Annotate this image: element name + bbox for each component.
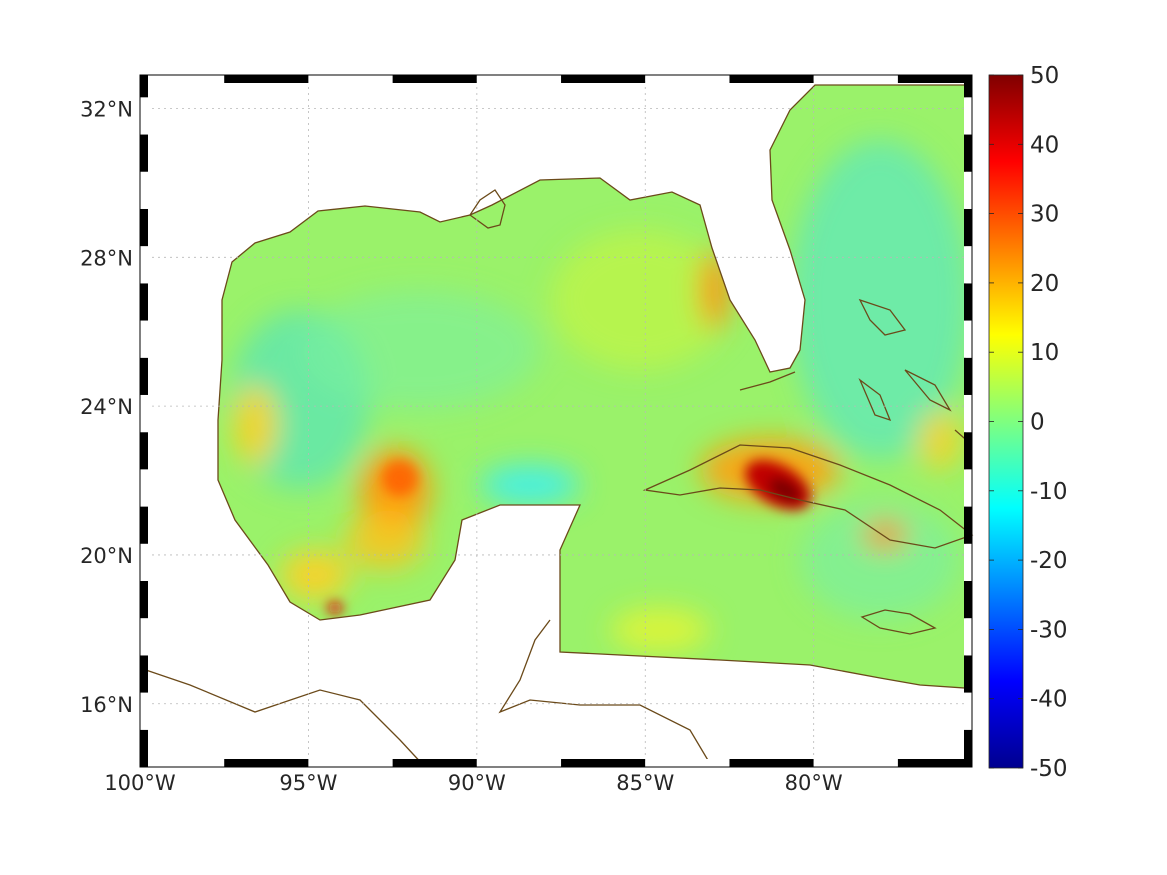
frame-segment-right <box>964 543 972 581</box>
frame-segment-bottom <box>729 759 814 767</box>
lat-tick-label: 16°N <box>80 693 133 717</box>
frame-segment-top <box>224 75 309 83</box>
frame-segment-left <box>140 97 148 135</box>
frame-segment-right <box>964 171 972 209</box>
frame-segment-right <box>964 655 972 693</box>
frame-segment-left <box>140 75 148 98</box>
frame-segment-right <box>964 692 972 730</box>
jamaica-coast <box>860 609 937 635</box>
frame-segment-left <box>140 208 148 247</box>
frame-segment-top <box>897 75 972 83</box>
colorbar-tick-label: -10 <box>1030 479 1068 505</box>
lon-tick-label: 90°W <box>448 771 506 795</box>
frame-outline <box>139 74 973 768</box>
colorbar-tick-label: -30 <box>1030 617 1068 643</box>
colorbar-tick-label: 20 <box>1030 271 1059 297</box>
frame-segment-right <box>964 134 972 172</box>
frame-segment-left <box>140 320 148 358</box>
frame-segment-right <box>964 75 972 98</box>
frame-segment-top <box>392 75 477 83</box>
lon-tick-label: 95°W <box>279 771 337 795</box>
lat-tick-label: 32°N <box>80 97 133 121</box>
bahamas-coast <box>858 298 952 422</box>
frame-segment-right <box>964 246 972 284</box>
frame-segment-left <box>140 394 148 433</box>
frame-segment-right <box>964 580 972 619</box>
frame-segment-bottom <box>476 759 562 767</box>
frame-segment-right <box>964 618 972 656</box>
lat-tick-label: 28°N <box>80 246 133 270</box>
frame-segment-left <box>140 618 148 656</box>
frame-segment-right <box>964 283 972 321</box>
frame-segment-bottom <box>813 759 898 767</box>
lon-tick-label: 100°W <box>104 771 176 795</box>
colorbar-tick-label: 10 <box>1030 340 1059 366</box>
colorbar-gradient <box>988 74 1024 769</box>
frame-segment-bottom <box>645 759 730 767</box>
lat-tick-label: 20°N <box>80 544 133 568</box>
frame-segment-left <box>140 729 148 767</box>
colorbar-tick-label: -20 <box>1030 548 1068 574</box>
frame-segment-right <box>964 320 972 358</box>
frame-segment-top <box>308 75 393 83</box>
frame-segment-bottom <box>561 759 646 767</box>
frame-segment-left <box>140 134 148 172</box>
colorbar-ticks: 50 40 30 20 10 0 -10 -20 -30 -40 -50 <box>989 63 1068 782</box>
frame-segment-top <box>561 75 646 83</box>
frame-segment-top <box>813 75 898 83</box>
gulf-coastline <box>217 84 966 689</box>
colorbar-tick-label: -40 <box>1030 687 1068 713</box>
frame-segment-bottom <box>140 759 225 767</box>
frame-segment-right <box>964 208 972 247</box>
coastline <box>139 84 974 768</box>
frame-segment-left <box>140 692 148 730</box>
frame-segment-right <box>964 394 972 433</box>
frame-segment-left <box>140 655 148 693</box>
map-tick-labels: 100°W 95°W 90°W 85°W 80°W 16°N 20°N 24°N 28°N 32°… <box>80 97 843 795</box>
frame-segment-bottom <box>897 759 972 767</box>
frame-segment-left <box>140 357 148 395</box>
frame-segment-left <box>140 469 148 507</box>
frame-segment-right <box>964 469 972 507</box>
frame-segment-right <box>964 729 972 767</box>
frame-segment-right <box>964 97 972 135</box>
frame-segment-left <box>140 580 148 619</box>
map-frame <box>139 74 973 768</box>
colorbar-tick-label: 30 <box>1030 202 1059 228</box>
colorbar-tick-label: -50 <box>1030 756 1068 782</box>
frame-segment-bottom <box>392 759 477 767</box>
frame-segment-top <box>476 75 562 83</box>
colorbar-tick-label: 40 <box>1030 132 1059 158</box>
frame-segment-bottom <box>224 759 309 767</box>
frame-segment-bottom <box>308 759 393 767</box>
frame-segment-left <box>140 543 148 581</box>
frame-segment-right <box>964 432 972 470</box>
lat-tick-label: 24°N <box>80 395 133 419</box>
central-america-coast <box>139 667 426 768</box>
yucatan-east-coast <box>498 619 713 768</box>
cuba-coast <box>642 444 974 549</box>
frame-segment-top <box>729 75 814 83</box>
colorbar-tick-label: 0 <box>1030 410 1045 436</box>
lon-tick-label: 80°W <box>785 771 843 795</box>
lon-tick-label: 85°W <box>616 771 674 795</box>
frame-segment-left <box>140 283 148 321</box>
colorbar: 50 40 30 20 10 0 -10 -20 -30 -40 -50 <box>988 63 1068 782</box>
frame-segment-top <box>140 75 225 83</box>
frame-segment-left <box>140 171 148 209</box>
frame-segment-left <box>140 246 148 284</box>
frame-segment-right <box>964 506 972 544</box>
frame-segment-left <box>140 432 148 470</box>
mississippi-delta <box>469 189 506 229</box>
frame-segment-right <box>964 357 972 395</box>
frame-segment-left <box>140 506 148 544</box>
keys-coast <box>739 371 796 391</box>
data-field <box>218 85 965 688</box>
colorbar-tick-label: 50 <box>1030 63 1059 89</box>
frame-segment-top <box>645 75 730 83</box>
